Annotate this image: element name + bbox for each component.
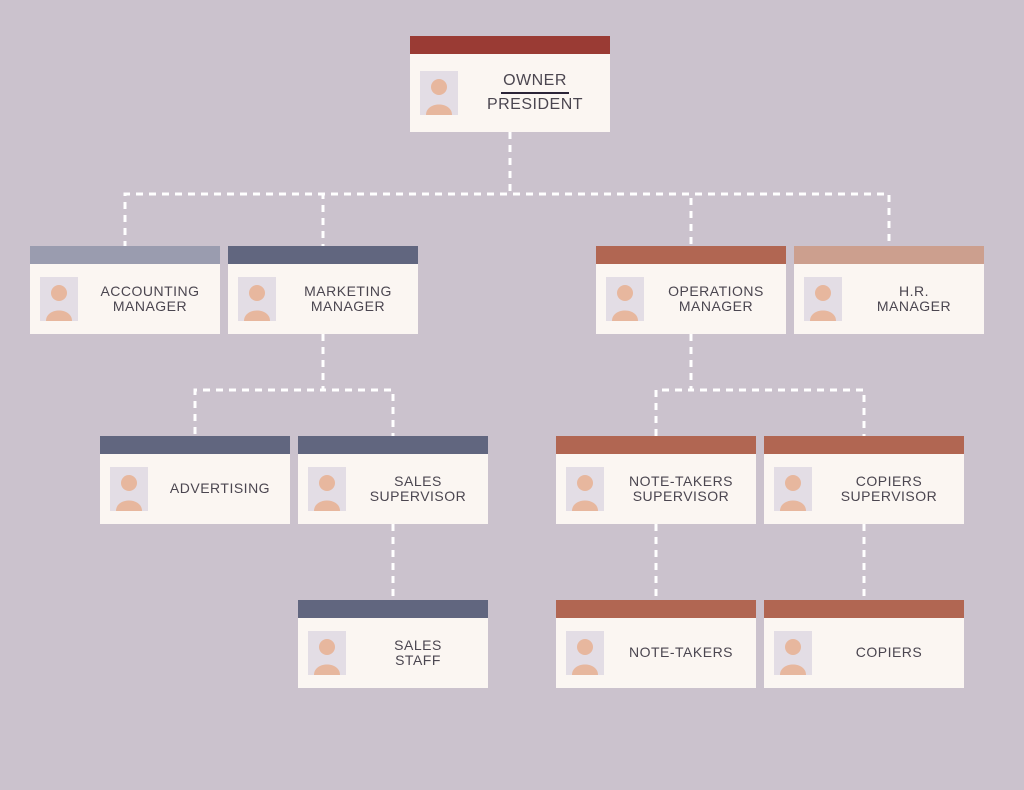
node-body: COPIERSSUPERVISOR [764,454,964,524]
node-body: OPERATIONSMANAGER [596,264,786,334]
node-header [556,436,756,454]
org-node-cp_sup: COPIERSSUPERVISOR [764,436,964,524]
org-node-sales_staff: SALESSTAFF [298,600,488,688]
node-label: NOTE-TAKERS [614,645,748,660]
person-icon [110,467,148,511]
person-icon [308,467,346,511]
node-label: OWNERPRESIDENT [468,72,602,113]
node-header [764,600,964,618]
org-chart-stage: OWNERPRESIDENT ACCOUNTINGMANAGER MARKETI… [0,0,1024,790]
node-header [410,36,610,54]
node-label: H.R.MANAGER [852,284,976,315]
node-body: ACCOUNTINGMANAGER [30,264,220,334]
node-body: OWNERPRESIDENT [410,54,610,132]
node-header [298,600,488,618]
person-icon [606,277,644,321]
person-icon [774,631,812,675]
person-icon [774,467,812,511]
node-body: SALESSUPERVISOR [298,454,488,524]
node-header [228,246,418,264]
org-node-owner: OWNERPRESIDENT [410,36,610,132]
node-body: NOTE-TAKERS [556,618,756,688]
org-node-sales_sup: SALESSUPERVISOR [298,436,488,524]
node-label: SALESSUPERVISOR [356,474,480,505]
org-node-nt_sup: NOTE-TAKERSSUPERVISOR [556,436,756,524]
node-label: COPIERS [822,645,956,660]
person-icon [308,631,346,675]
node-label: COPIERSSUPERVISOR [822,474,956,505]
org-node-advertising: ADVERTISING [100,436,290,524]
person-icon [566,467,604,511]
org-node-copiers: COPIERS [764,600,964,688]
node-body: ADVERTISING [100,454,290,524]
node-body: SALESSTAFF [298,618,488,688]
person-icon [238,277,276,321]
node-header [794,246,984,264]
node-label: OPERATIONSMANAGER [654,284,778,315]
org-node-accounting: ACCOUNTINGMANAGER [30,246,220,334]
node-header [100,436,290,454]
node-label: ACCOUNTINGMANAGER [88,284,212,315]
node-label: SALESSTAFF [356,638,480,669]
person-icon [40,277,78,321]
org-node-marketing: MARKETINGMANAGER [228,246,418,334]
person-icon [420,71,458,115]
node-body: COPIERS [764,618,964,688]
node-header [30,246,220,264]
node-header [764,436,964,454]
node-label: MARKETINGMANAGER [286,284,410,315]
person-icon [804,277,842,321]
node-header [298,436,488,454]
node-label: ADVERTISING [158,481,282,496]
node-body: H.R.MANAGER [794,264,984,334]
org-node-note_takers: NOTE-TAKERS [556,600,756,688]
node-body: MARKETINGMANAGER [228,264,418,334]
node-label: NOTE-TAKERSSUPERVISOR [614,474,748,505]
node-header [556,600,756,618]
org-node-operations: OPERATIONSMANAGER [596,246,786,334]
org-node-hr: H.R.MANAGER [794,246,984,334]
node-body: NOTE-TAKERSSUPERVISOR [556,454,756,524]
node-header [596,246,786,264]
person-icon [566,631,604,675]
